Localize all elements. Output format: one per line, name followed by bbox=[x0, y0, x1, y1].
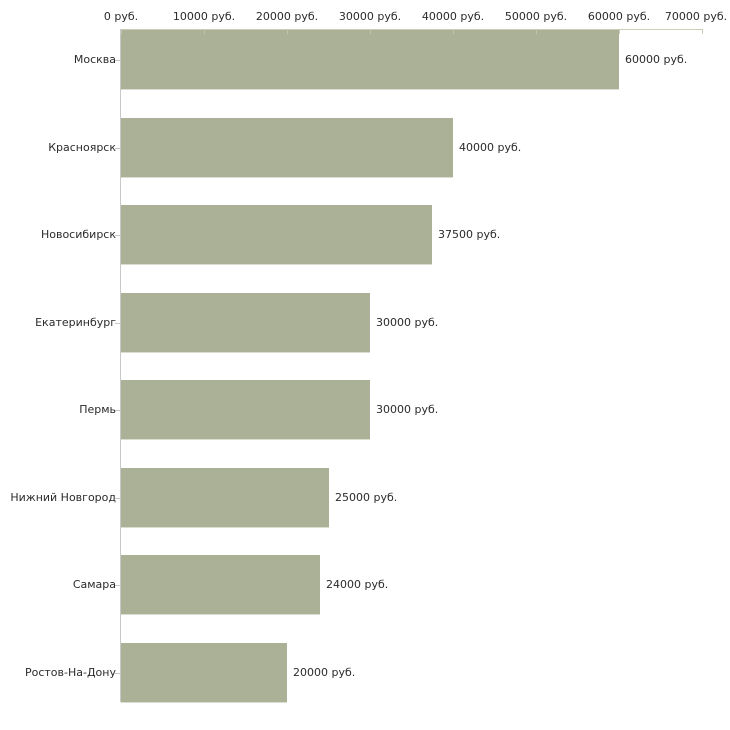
x-axis-tick-label: 30000 руб. bbox=[338, 10, 402, 23]
x-axis-tick-mark bbox=[536, 29, 537, 34]
value-label: 25000 руб. bbox=[335, 491, 398, 504]
category-tick-mark bbox=[115, 585, 120, 586]
x-axis-tick-mark bbox=[370, 29, 371, 34]
bar bbox=[121, 205, 432, 264]
bar bbox=[121, 643, 287, 702]
x-axis-tick-mark bbox=[619, 29, 620, 34]
x-axis-tick-label: 20000 руб. bbox=[255, 10, 319, 23]
category-label: Екатеринбург bbox=[35, 316, 116, 329]
category-tick-mark bbox=[115, 60, 120, 61]
x-axis-line bbox=[121, 29, 703, 30]
value-label: 30000 руб. bbox=[376, 316, 439, 329]
category-tick-mark bbox=[115, 673, 120, 674]
x-axis-tick-mark bbox=[204, 29, 205, 34]
category-tick-mark bbox=[115, 235, 120, 236]
category-tick-mark bbox=[115, 148, 120, 149]
bar bbox=[121, 293, 370, 352]
bar bbox=[121, 30, 619, 89]
x-axis-tick-label: 50000 руб. bbox=[504, 10, 568, 23]
category-tick-mark bbox=[115, 410, 120, 411]
bar bbox=[121, 468, 329, 527]
value-label: 60000 руб. bbox=[625, 53, 688, 66]
x-axis-tick-label: 70000 руб. bbox=[664, 10, 728, 23]
category-tick-mark bbox=[115, 498, 120, 499]
x-axis-tick-label: 0 руб. bbox=[103, 10, 139, 23]
x-axis-tick-label: 40000 руб. bbox=[421, 10, 485, 23]
value-label: 40000 руб. bbox=[459, 141, 522, 154]
value-label: 24000 руб. bbox=[326, 578, 389, 591]
x-axis-tick-mark bbox=[121, 29, 122, 34]
value-label: 20000 руб. bbox=[293, 666, 356, 679]
category-label: Самара bbox=[72, 578, 116, 591]
category-label: Нижний Новгород bbox=[10, 491, 116, 504]
x-axis-tick-mark bbox=[287, 29, 288, 34]
y-axis-line bbox=[120, 29, 121, 702]
x-axis-tick-label: 10000 руб. bbox=[172, 10, 236, 23]
bar bbox=[121, 380, 370, 439]
bar bbox=[121, 555, 320, 614]
value-label: 37500 руб. bbox=[438, 228, 501, 241]
category-label: Пермь bbox=[79, 403, 116, 416]
x-axis-tick-mark bbox=[453, 29, 454, 34]
category-label: Новосибирск bbox=[40, 228, 116, 241]
x-axis-tick-mark bbox=[702, 29, 703, 34]
x-axis-tick-label: 60000 руб. bbox=[587, 10, 651, 23]
category-label: Красноярск bbox=[48, 141, 116, 154]
category-label: Ростов-На-Дону bbox=[24, 666, 116, 679]
value-label: 30000 руб. bbox=[376, 403, 439, 416]
category-tick-mark bbox=[115, 323, 120, 324]
category-label: Москва bbox=[73, 53, 116, 66]
bar bbox=[121, 118, 453, 177]
